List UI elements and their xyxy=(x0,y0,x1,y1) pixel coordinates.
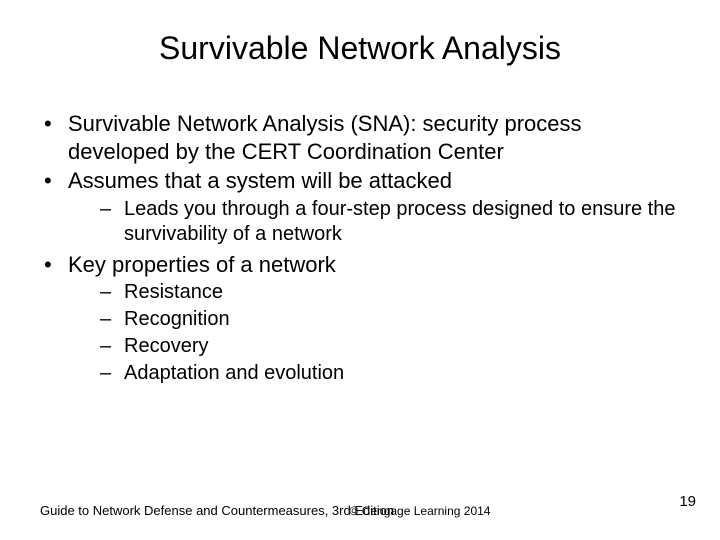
slide-body: Survivable Network Analysis (SNA): secur… xyxy=(40,110,680,390)
bullet-text: Key properties of a network xyxy=(68,252,336,277)
footer-copyright: © Cengage Learning 2014 xyxy=(230,504,491,518)
sub-bullet-list: Leads you through a four-step process de… xyxy=(68,197,680,247)
sub-bullet-text: Recognition xyxy=(124,308,230,330)
bullet-item: Key properties of a network Resistance R… xyxy=(40,251,680,387)
bullet-item: Assumes that a system will be attacked L… xyxy=(40,167,680,247)
page-number: 19 xyxy=(679,493,696,510)
bullet-text: Survivable Network Analysis (SNA): secur… xyxy=(68,111,582,164)
sub-bullet-text: Recovery xyxy=(124,335,208,357)
slide-title: Survivable Network Analysis xyxy=(0,30,720,67)
bullet-text: Assumes that a system will be attacked xyxy=(68,168,452,193)
footer-copyright-wrap: © Cengage Learning 2014 xyxy=(0,504,720,518)
bullet-item: Survivable Network Analysis (SNA): secur… xyxy=(40,110,680,165)
sub-bullet-list: Resistance Recognition Recovery Adaptati… xyxy=(68,280,680,386)
bullet-list: Survivable Network Analysis (SNA): secur… xyxy=(40,110,680,386)
sub-bullet-item: Resistance xyxy=(68,280,680,305)
sub-bullet-item: Recognition xyxy=(68,307,680,332)
sub-bullet-text: Adaptation and evolution xyxy=(124,362,344,384)
sub-bullet-text: Leads you through a four-step process de… xyxy=(124,198,675,245)
sub-bullet-item: Adaptation and evolution xyxy=(68,361,680,386)
sub-bullet-item: Leads you through a four-step process de… xyxy=(68,197,680,247)
slide: Survivable Network Analysis Survivable N… xyxy=(0,0,720,540)
sub-bullet-item: Recovery xyxy=(68,334,680,359)
sub-bullet-text: Resistance xyxy=(124,281,223,303)
